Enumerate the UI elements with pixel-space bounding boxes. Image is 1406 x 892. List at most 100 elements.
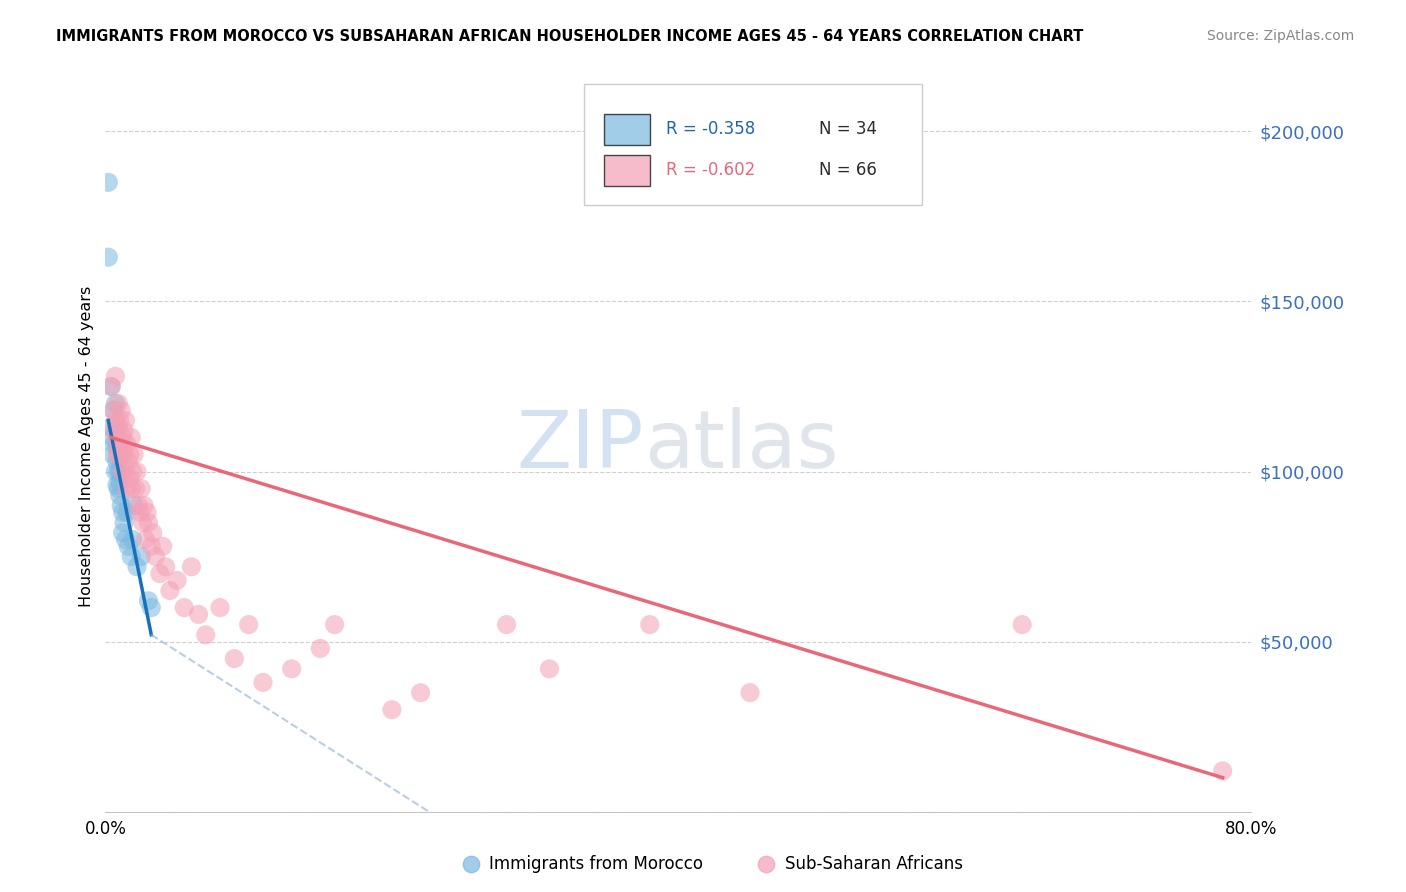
Text: ZIP: ZIP	[516, 407, 644, 485]
Point	[107, 465, 129, 479]
Point	[120, 430, 142, 444]
Point	[131, 516, 153, 530]
Point	[323, 617, 346, 632]
Point	[638, 617, 661, 632]
Point	[738, 686, 761, 700]
Point	[114, 533, 136, 547]
Point	[238, 617, 260, 632]
FancyBboxPatch shape	[605, 114, 650, 145]
Text: N = 34: N = 34	[820, 120, 877, 138]
Point	[110, 437, 132, 451]
Point	[114, 413, 136, 427]
Text: IMMIGRANTS FROM MOROCCO VS SUBSAHARAN AFRICAN HOUSEHOLDER INCOME AGES 45 - 64 YE: IMMIGRANTS FROM MOROCCO VS SUBSAHARAN AF…	[56, 29, 1084, 45]
Point	[280, 662, 302, 676]
FancyBboxPatch shape	[585, 84, 922, 204]
Text: Immigrants from Morocco: Immigrants from Morocco	[489, 855, 703, 873]
Point	[138, 516, 160, 530]
Point	[107, 482, 129, 496]
Point	[135, 533, 157, 547]
Point	[117, 454, 139, 468]
Point	[208, 600, 231, 615]
Point	[104, 369, 127, 384]
Point	[136, 505, 159, 519]
Point	[252, 675, 274, 690]
Point	[118, 471, 141, 485]
Point	[409, 686, 432, 700]
Point	[111, 465, 134, 479]
Point	[152, 540, 174, 554]
Y-axis label: Householder Income Ages 45 - 64 years: Householder Income Ages 45 - 64 years	[79, 285, 94, 607]
Point	[194, 628, 217, 642]
Point	[100, 379, 122, 393]
Text: atlas: atlas	[644, 407, 838, 485]
Point	[111, 505, 134, 519]
Point	[100, 379, 122, 393]
Point	[105, 437, 128, 451]
Point	[129, 482, 152, 496]
Point	[1011, 617, 1033, 632]
Point	[104, 465, 127, 479]
Point	[538, 662, 561, 676]
Point	[103, 424, 125, 438]
Point	[108, 475, 131, 489]
Point	[120, 482, 142, 496]
Point	[100, 420, 122, 434]
Point	[115, 482, 138, 496]
Point	[128, 505, 150, 519]
Point	[120, 549, 142, 564]
Point	[115, 437, 138, 451]
Point	[122, 448, 145, 462]
Point	[166, 574, 188, 588]
Point	[103, 437, 125, 451]
Text: N = 66: N = 66	[820, 161, 877, 179]
Point	[112, 448, 135, 462]
Point	[101, 448, 124, 462]
Point	[108, 413, 131, 427]
Point	[129, 549, 152, 564]
Point	[121, 533, 143, 547]
FancyBboxPatch shape	[605, 155, 650, 186]
Point	[111, 430, 134, 444]
Point	[104, 396, 127, 410]
Point	[108, 488, 131, 502]
Text: Sub-Saharan Africans: Sub-Saharan Africans	[785, 855, 963, 873]
Point	[159, 583, 181, 598]
Point	[107, 437, 129, 451]
Point	[145, 549, 167, 564]
Point	[107, 448, 129, 462]
Point	[108, 465, 131, 479]
Point	[381, 703, 404, 717]
Point	[1212, 764, 1234, 778]
Point	[104, 424, 127, 438]
Point	[108, 448, 131, 462]
Point	[173, 600, 195, 615]
Point	[105, 478, 128, 492]
Text: R = -0.358: R = -0.358	[666, 120, 755, 138]
Point	[105, 448, 128, 462]
Point	[142, 525, 165, 540]
Point	[141, 600, 163, 615]
Point	[124, 482, 146, 496]
Point	[125, 559, 148, 574]
Point	[97, 250, 120, 264]
Point	[309, 641, 332, 656]
Point	[107, 396, 129, 410]
Point	[141, 540, 163, 554]
Point	[125, 465, 148, 479]
Point	[105, 454, 128, 468]
Point	[104, 413, 127, 427]
Point	[118, 448, 141, 462]
Point	[115, 505, 138, 519]
Point	[134, 499, 156, 513]
Point	[149, 566, 172, 581]
Point	[138, 594, 160, 608]
Point	[112, 424, 135, 438]
Point	[112, 516, 135, 530]
Point	[187, 607, 209, 622]
Point	[110, 403, 132, 417]
Point	[110, 499, 132, 513]
Point	[101, 430, 124, 444]
Point	[495, 617, 517, 632]
Text: Source: ZipAtlas.com: Source: ZipAtlas.com	[1206, 29, 1354, 44]
Point	[127, 499, 149, 513]
